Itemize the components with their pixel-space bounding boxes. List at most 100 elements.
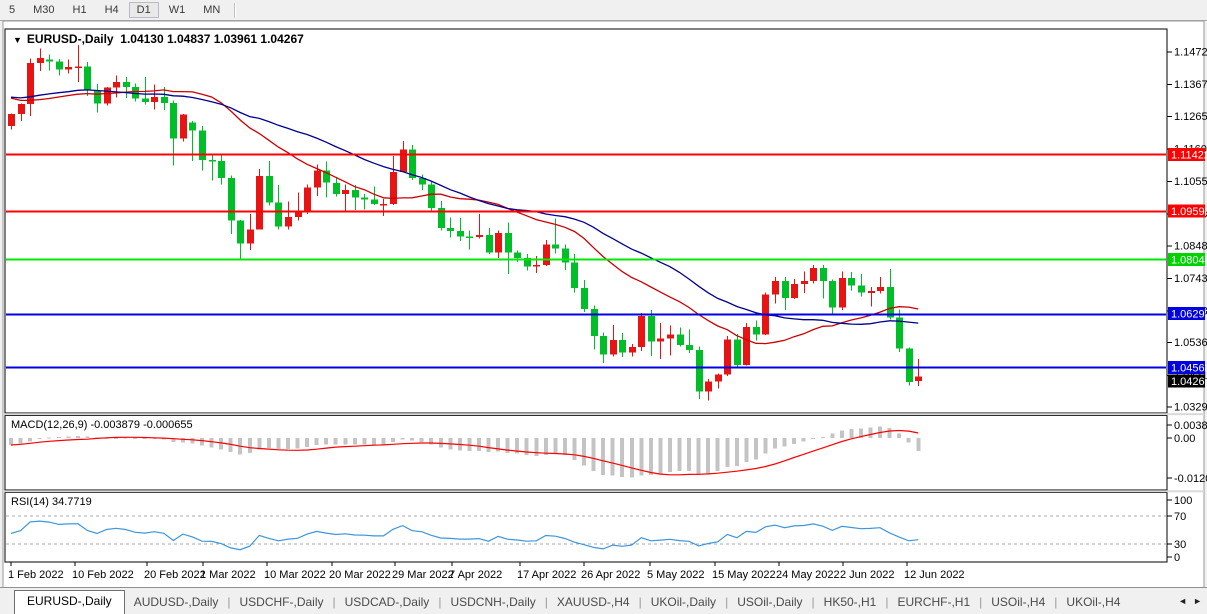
tab-usdcnh-daily[interactable]: USDCNH-,Daily [450,595,536,609]
tab-usdchf-daily[interactable]: USDCHF-,Daily [239,595,324,609]
candle-body [571,262,578,289]
rsi-plot[interactable] [4,492,1168,563]
macd-histogram-bar [410,438,415,441]
candle-body [715,374,722,382]
timeframe-button-w1[interactable]: W1 [168,4,186,16]
candle-body [591,309,598,337]
macd-histogram-bar [85,436,90,438]
candle-body [228,178,235,221]
candle-body [686,344,693,350]
candle-body [123,82,130,87]
tab-scroll-right-icon[interactable]: ► [1193,596,1202,606]
macd-histogram-bar [9,438,13,445]
candle-body [629,347,636,353]
tab-scroll-left-icon[interactable]: ◄ [1178,596,1188,606]
level-price-label-bg [1168,147,1205,161]
panel-splitter[interactable] [3,413,1204,416]
candle-body [342,189,349,194]
tab-hk50-h1[interactable]: HK50-,H1 [823,595,877,609]
tab-usdcad-daily[interactable]: USDCAD-,Daily [344,595,430,609]
candle-body [638,316,645,348]
macd-histogram-bar [620,438,625,478]
timeframe-button-m30[interactable]: M30 [33,4,55,16]
panel-splitter[interactable] [3,490,1204,493]
macd-histogram-bar [696,438,701,476]
candle-body [724,339,731,375]
candle-body [409,149,416,178]
macd-histogram-bar [438,438,443,448]
tab-eurchf-h1[interactable]: EURCHF-,H1 [897,595,971,609]
macd-histogram-bar [257,438,262,450]
candle-body [218,161,225,179]
candle-body [142,98,149,102]
date-tick-label: 24 May 2022 [776,569,840,581]
macd-histogram-bar [324,438,329,445]
tab-eurusd-daily[interactable]: EURUSD-,Daily [14,590,125,614]
tab-separator: | [638,595,642,609]
candle-body [295,212,302,217]
macd-histogram-bar [639,438,644,476]
macd-histogram-bar [371,438,376,445]
macd-histogram-bar [228,438,233,453]
macd-histogram-bar [75,436,80,438]
candle-body [476,234,483,238]
macd-histogram-bar [104,438,109,439]
macd-histogram-bar [658,438,663,474]
candle-body [486,234,493,253]
candle-body [237,220,244,244]
candle-body [562,248,569,263]
date-tick-label: 5 May 2022 [647,569,704,581]
macd-histogram-bar [400,438,405,440]
date-tick-label: 2 Jun 2022 [840,569,894,581]
rsi-axis-label: 0 [1174,552,1180,564]
macd-histogram-bar [887,428,892,438]
macd-histogram-bar [687,438,692,471]
tab-separator: | [1054,595,1058,609]
tab-separator: | [725,595,729,609]
date-tick-label: 10 Mar 2022 [264,569,326,581]
macd-histogram-bar [763,438,768,454]
tab-separator: | [227,595,231,609]
candle-body [314,170,321,188]
candle-body [820,268,827,282]
macd-histogram-bar [209,438,214,448]
candle-body [552,244,559,249]
macd-histogram-bar [811,438,816,439]
candle-body [18,104,25,115]
macd-histogram-bar [715,438,720,472]
macd-histogram-bar [906,438,911,443]
candle-body [743,327,750,365]
candle-body [94,90,101,104]
candle-body [734,339,741,365]
chart-canvas[interactable]: 1.147201.136701.126501.116001.105501.095… [0,20,1207,588]
tab-xauusd-h4[interactable]: XAUUSD-,H4 [556,595,630,609]
candle-body [285,216,292,227]
macd-histogram-bar [849,429,854,438]
timeframe-button-d1[interactable]: D1 [128,2,159,18]
rsi-axis-label: 30 [1174,539,1186,551]
timeframe-button-5[interactable]: 5 [9,4,16,16]
tab-usoil-daily[interactable]: USOil-,Daily [737,595,803,609]
candle-body [180,114,187,139]
candle-body [896,317,903,349]
timeframe-button-h1[interactable]: H1 [72,4,87,16]
macd-histogram-bar [792,438,797,444]
tab-ukoil-h4[interactable]: UKOil-,H4 [1066,595,1121,609]
macd-histogram-bar [591,438,596,472]
timeframe-button-mn[interactable]: MN [203,4,221,16]
macd-histogram-bar [868,427,873,438]
macd-histogram-bar [429,438,434,445]
tab-ukoil-daily[interactable]: UKOil-,Daily [650,595,717,609]
macd-histogram-bar [352,438,357,445]
tab-usoil-h4[interactable]: USOil-,H4 [991,595,1046,609]
timeframe-button-h4[interactable]: H4 [104,4,119,16]
main-price-plot[interactable] [4,28,1168,414]
macd-histogram-bar [305,438,310,447]
macd-histogram-bar [801,438,806,442]
price-tick-label: 1.08480 [1174,240,1207,252]
tab-separator: | [438,595,442,609]
candle-body [151,97,158,102]
macd-histogram-bar [572,438,577,460]
tab-audusd-daily[interactable]: AUDUSD-,Daily [133,595,219,609]
